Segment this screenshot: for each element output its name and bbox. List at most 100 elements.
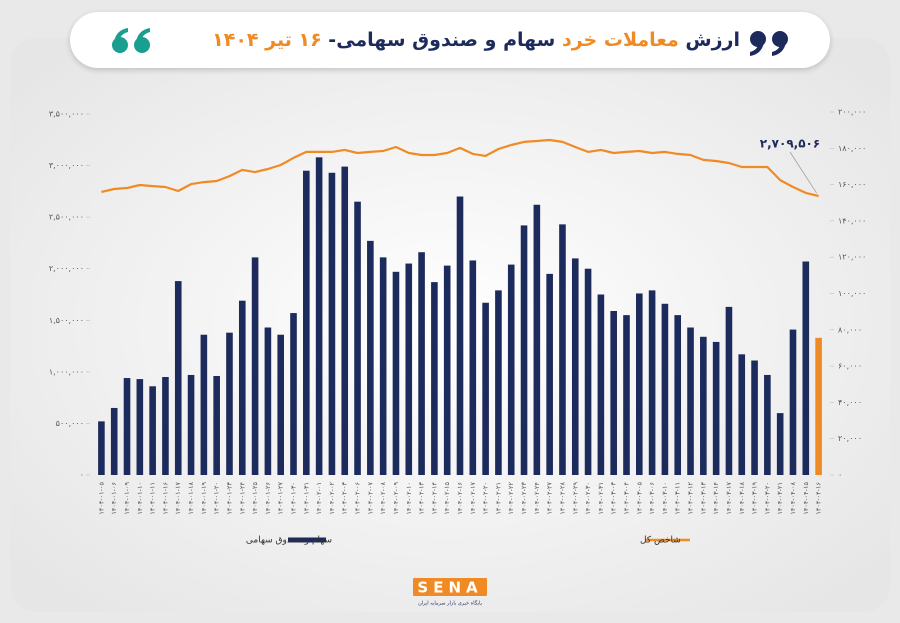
y2-tick-label: ۱۸۰,۰۰۰ [838,144,866,153]
x-tick-label: ۱۴۰۴-۰۱-۲۰ [213,482,221,515]
y2-tick-label: ۴۰,۰۰۰ [838,398,862,407]
annotation: ۲,۷۰۹,۵۰۶ [760,137,820,151]
x-tick-label: ۱۴۰۴-۰۳-۰۶ [648,482,656,515]
bar [213,375,220,475]
x-tick-label: ۱۴۰۴-۰۱-۳۱ [302,482,310,515]
x-tick-label: ۱۴۰۴-۰۱-۱۱ [149,482,157,515]
x-tick-label: ۱۴۰۴-۰۳-۱۸ [738,481,746,514]
y-tick-label: ۵۰۰,۰۰۰ [56,419,84,428]
bar [123,378,131,475]
x-tick-label: ۱۴۰۴-۰۲-۳۱ [597,482,605,515]
x-tick-label: ۱۴۰۴-۰۱-۰۶ [110,482,118,515]
y-tick-label: ۲,۵۰۰,۰۰۰ [49,213,84,222]
bar [789,329,797,475]
bar [738,354,746,475]
x-tick-label: ۱۴۰۴-۰۳-۲۰ [763,482,771,515]
legend-label: سهام و صندوق سهامی [246,536,332,546]
bar [815,337,822,475]
x-tick-label: ۱۴۰۴-۰۳-۰۴ [622,481,630,514]
bar [290,313,297,475]
bar [661,303,669,475]
y-tick-label: ۱,۰۰۰,۰۰۰ [49,367,84,376]
bar [712,341,720,475]
x-tick-label: ۱۴۰۴-۰۱-۱۹ [200,481,208,514]
chart-title: ارزش معاملات خرد سهام و صندوق سهامی- ۱۶ … [212,12,740,68]
y2-tick-label: ۸۰,۰۰۰ [838,325,862,334]
bar [623,315,630,475]
y2-tick-label: ۱۲۰,۰۰۰ [838,253,866,262]
x-tick-label: ۱۴۰۴-۰۱-۰۵ [97,481,105,514]
x-tick-label: ۱۴۰۴-۰۱-۱۰ [136,482,144,515]
bar [802,261,810,475]
x-tick-label: ۱۴۰۴-۰۲-۳۰ [584,482,592,515]
x-tick-label: ۱۴۰۴-۰۲-۲۹ [571,481,579,514]
y2-tick-label: ۲۰۰,۰۰۰ [838,108,866,117]
x-tick-label: ۱۴۰۴-۰۳-۲۱ [776,482,784,515]
bar [507,264,515,475]
quote-icons [112,28,788,56]
x-tick-label: ۱۴۰۴-۰۲-۰۲ [328,481,336,514]
bar [379,257,387,475]
bar [482,302,489,475]
x-tick-label: ۱۴۰۴-۰۱-۲۷ [277,481,285,514]
bar [610,311,617,475]
logo-subtitle: پایگاه خبری بازار سرمایه ایران [418,600,482,607]
bar [392,271,400,475]
bar [431,282,438,475]
title-part: ارزش [685,29,740,51]
x-tick-label: ۱۴۰۴-۰۱-۱۶ [161,482,169,515]
x-tick-label: ۱۴۰۴-۰۱-۲۳ [225,481,233,514]
bar [187,374,195,475]
bar [251,257,259,475]
x-tick-label: ۱۴۰۴-۰۲-۱۷ [469,481,477,514]
x-tick-label: ۱۴۰۴-۰۲-۰۷ [366,481,374,514]
x-tick-label: ۱۴۰۴-۰۱-۱۷ [174,481,182,514]
x-tick-label: ۱۴۰۴-۰۳-۱۷ [725,481,733,514]
y2-tick-label: ۶۰,۰۰۰ [838,362,862,371]
x-tick-label: ۱۴۰۴-۰۲-۰۹ [392,481,400,514]
bar [533,204,541,475]
bar [98,421,105,475]
bar [776,413,784,475]
y2-tick-label: ۲۰,۰۰۰ [838,434,862,443]
y-tick-label: ۰ [80,471,84,480]
annotation-leader [789,151,817,194]
bar [546,273,553,475]
x-tick-label: ۱۴۰۴-۰۲-۲۸ [558,481,566,514]
title-part: معاملات خرد [561,29,686,51]
x-tick-label: ۱۴۰۴-۰۱-۲۵ [251,481,259,514]
bar [341,166,349,476]
x-tick-label: ۱۴۰۴-۰۳-۱۹ [751,481,759,514]
y2-tick-label: ۱۰۰,۰۰۰ [838,289,866,298]
y-tick-label: ۳,۰۰۰,۰۰۰ [49,161,84,170]
x-tick-label: ۱۴۰۴-۰۲-۰۶ [354,482,362,515]
bar [597,294,605,475]
bar [571,258,579,475]
logo-box [413,578,487,596]
title-part: ۱۶ تیر ۱۴۰۴ [212,29,322,51]
x-tick-label: ۱۴۰۴-۰۲-۰۸ [379,481,387,514]
bar [149,386,156,475]
bar [354,201,361,475]
bar [174,281,182,475]
bar [226,332,233,475]
bar [303,170,310,475]
x-tick-label: ۱۴۰۴-۰۱-۲۴ [238,481,246,514]
bar [764,374,771,475]
title-part: سهام و صندوق سهامی- [321,29,562,51]
x-tick-label: ۱۴۰۴-۰۳-۰۳ [610,481,618,514]
bar [277,334,285,475]
y-tick-label: ۳,۵۰۰,۰۰۰ [49,110,84,119]
x-tick-label: ۱۴۰۴-۰۳-۰۵ [635,481,643,514]
bar [443,265,451,475]
x-tick-label: ۱۴۰۴-۰۳-۱۴ [712,481,720,514]
x-tick-label: ۱۴۰۴-۰۲-۲۷ [546,481,554,514]
bar [418,252,425,475]
close-quote [750,31,788,56]
x-tick-label: ۱۴۰۴-۰۲-۲۰ [482,482,490,515]
bar [405,263,413,475]
x-tick-label: ۱۴۰۴-۰۲-۲۴ [533,481,541,514]
bar [328,172,336,475]
x-tick-label: ۱۴۰۴-۰۱-۳۰ [290,482,298,515]
x-tick-label: ۱۴۰۴-۰۴-۱۶ [815,482,823,515]
